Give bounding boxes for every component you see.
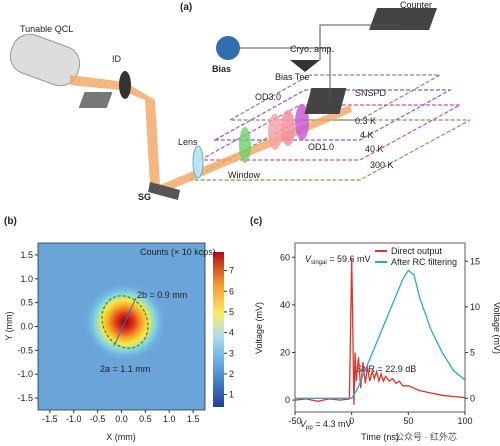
legend-label: After RC filtering — [391, 257, 457, 267]
label: Window — [228, 170, 261, 180]
panel-label: (b) — [4, 216, 17, 227]
x-tick-label: -1.0 — [66, 414, 82, 424]
y2-tick-label: 15 — [470, 256, 480, 266]
x-tick-label: -1.5 — [42, 414, 58, 424]
y2-tick-label: 3 — [229, 348, 234, 358]
x-tick-label: -0.5 — [90, 414, 106, 424]
watermark: 公众号 · 红外芯 — [395, 431, 457, 442]
label: OD1.0 — [308, 142, 334, 152]
y-tick-label: 20 — [280, 347, 290, 357]
label: Counter — [400, 0, 432, 10]
annotation: 2b = 0.9 mm — [137, 290, 187, 300]
panel-label: (c) — [250, 216, 262, 227]
label: 40 K — [365, 144, 384, 154]
symbol: V — [305, 254, 312, 264]
data-line — [294, 258, 466, 405]
schematic: (a) Tunable QCL ID Counter Cryo. amp. Bi… — [9, 0, 471, 202]
y-tick-label: -1.5 — [17, 393, 33, 403]
y-tick-label: -0.5 — [17, 345, 33, 355]
x-tick-label: 100 — [457, 416, 472, 426]
y-tick-label: 1.0 — [20, 274, 33, 284]
subscript: pp — [306, 425, 313, 431]
x-tick-label: 1.0 — [163, 414, 176, 424]
panel-label: (a) — [180, 2, 192, 13]
label: Tunable QCL — [20, 24, 73, 34]
y-tick-label: 0 — [285, 395, 290, 405]
y-tick-label: 0.0 — [20, 322, 33, 332]
annotation: Vsingal = 59.6 mV — [305, 254, 370, 266]
y2-tick-label: 6 — [229, 286, 234, 296]
colorbar — [213, 252, 224, 407]
legend-label: Direct output — [391, 246, 443, 256]
y2-tick-label: 0 — [470, 393, 475, 403]
x-label: Time (ns) — [361, 432, 399, 442]
symbol: V — [300, 419, 307, 429]
label: SNSPD — [355, 88, 387, 98]
data-line — [295, 269, 466, 399]
label: 4 K — [360, 130, 374, 140]
label: 0.3 K — [355, 116, 376, 126]
annotation: SNR = 22.9 dB — [356, 364, 416, 374]
x-tick-label: 0.0 — [115, 414, 128, 424]
y-tick-label: 40 — [280, 300, 290, 310]
y2-tick-label: 10 — [470, 302, 480, 312]
y2-label: Voltage (mV) — [492, 302, 500, 354]
y-tick-label: 0.5 — [20, 298, 33, 308]
x-tick-label: 50 — [403, 416, 413, 426]
value: = 4.3 mV — [313, 419, 352, 429]
y2-tick-label: 2 — [229, 369, 234, 379]
y-label: Voltage (mV) — [254, 302, 264, 354]
label: Lens — [178, 137, 198, 147]
y-tick-label: -1.0 — [17, 369, 33, 379]
y2-tick-label: 5 — [229, 307, 234, 317]
plot-frame — [37, 242, 206, 411]
x-tick-label: 1.5 — [187, 414, 200, 424]
colorbar-label: Counts (× 10 kcps) — [140, 247, 216, 257]
annotation: Vpp = 4.3 mV — [300, 419, 351, 431]
x-tick-label: 0 — [349, 416, 354, 426]
y-tick-label: 1.5 — [20, 250, 33, 260]
subscript: singal — [311, 260, 327, 266]
label: Bias — [212, 64, 231, 74]
x-tick-label: -50 — [288, 416, 301, 426]
plot-frame — [294, 242, 466, 413]
label: OD3.0 — [255, 92, 281, 102]
y2-tick-label: 7 — [229, 266, 234, 276]
y2-tick-label: 5 — [470, 348, 475, 358]
annotation: 2a = 1.1 mm — [100, 364, 150, 374]
label: 300 K — [370, 160, 394, 170]
label: ID — [112, 54, 122, 64]
y2-tick-label: 1 — [229, 390, 234, 400]
value: = 59.6 mV — [327, 254, 371, 264]
y2-tick-label: 4 — [229, 328, 234, 338]
label: Cryo. amp. — [290, 44, 334, 54]
y-tick-label: 60 — [280, 252, 290, 262]
x-tick-label: 0.5 — [139, 414, 152, 424]
y-label: Y (mm) — [4, 311, 14, 340]
label: Bias Tee — [275, 72, 309, 82]
label: SG — [138, 192, 151, 202]
x-label: X (mm) — [106, 432, 136, 442]
